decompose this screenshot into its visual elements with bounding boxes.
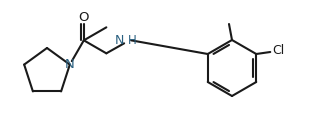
Text: O: O [79, 11, 89, 24]
Text: Cl: Cl [272, 44, 284, 56]
Text: H: H [128, 34, 137, 47]
Text: N: N [115, 34, 124, 47]
Text: N: N [65, 58, 75, 71]
